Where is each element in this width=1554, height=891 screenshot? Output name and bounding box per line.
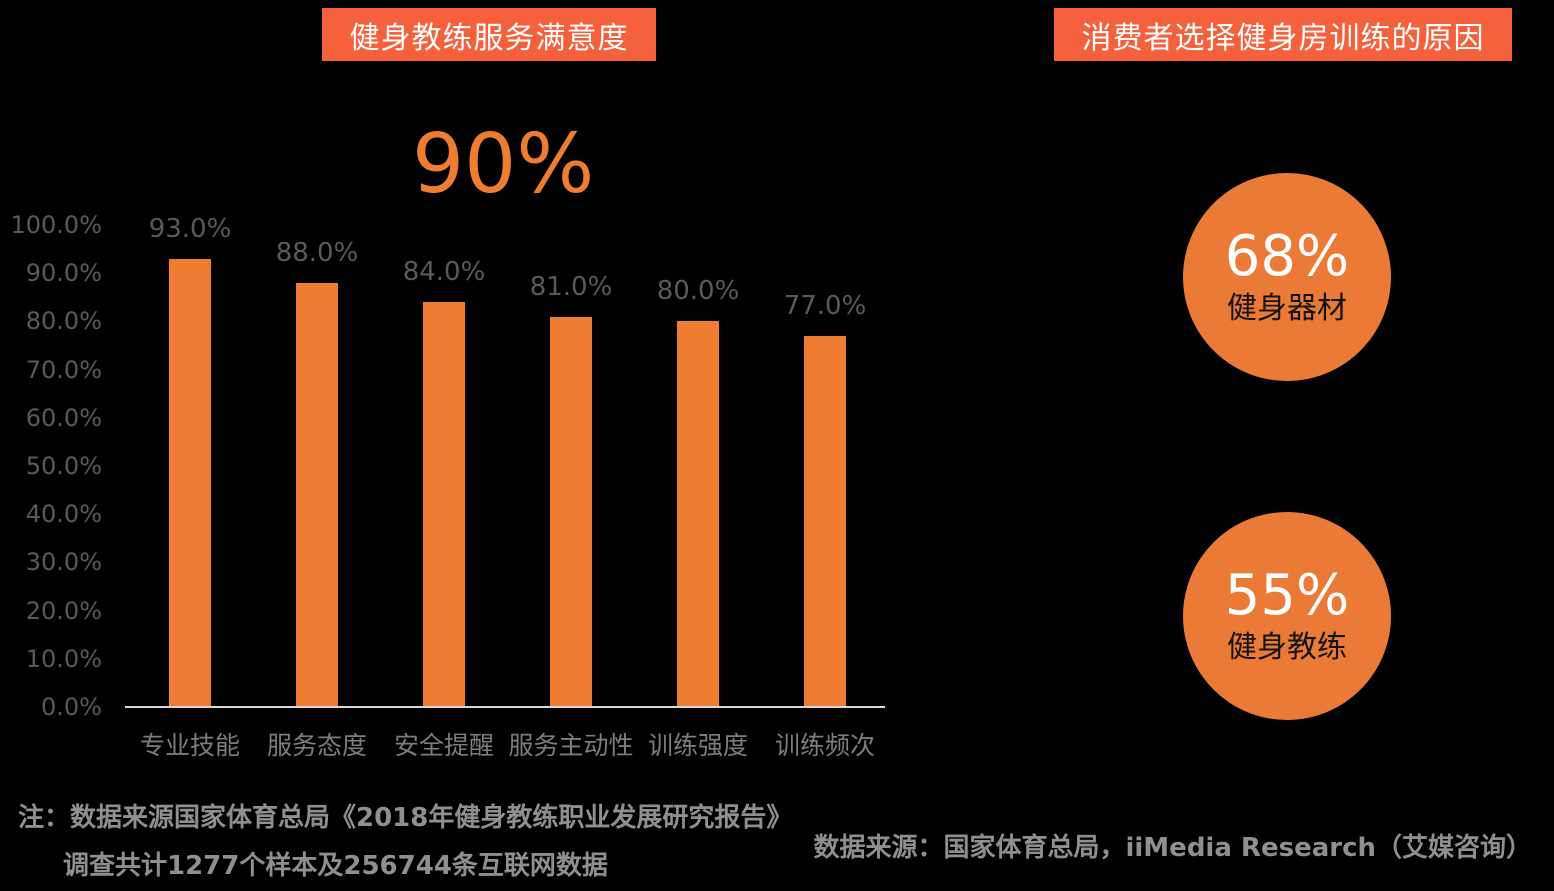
category-label: 专业技能 <box>139 731 240 760</box>
y-axis-tick-label: 10.0% <box>25 644 102 673</box>
y-axis-tick-label: 50.0% <box>25 452 102 480</box>
data-source-line: 数据来源：国家体育总局，iiMedia Research（艾媒咨询） <box>813 833 1532 863</box>
bar-value-label: 81.0% <box>529 271 613 302</box>
y-axis-tick-label: 100.0% <box>10 211 102 239</box>
bar-安全提醒 <box>423 302 465 707</box>
reason-circle-equipment: 68% 健身器材 <box>1183 173 1391 381</box>
y-axis-tick-label: 40.0% <box>25 500 102 529</box>
bar-服务态度 <box>296 282 338 707</box>
reason-circle-coach: 55% 健身教练 <box>1183 512 1391 720</box>
y-axis-tick-label: 20.0% <box>25 596 102 625</box>
equipment-percent-value: 68% <box>1224 223 1350 289</box>
footnote-line-1: 注：数据来源国家体育总局《2018年健身教练职业发展研究报告》 <box>18 803 793 833</box>
y-axis-tick-label: 90.0% <box>25 259 102 288</box>
category-label: 训练频次 <box>774 731 875 760</box>
category-label: 服务主动性 <box>508 731 634 760</box>
x-axis-line <box>125 706 885 708</box>
bar-value-label: 84.0% <box>402 257 486 288</box>
bar-服务主动性 <box>550 316 592 707</box>
bar-value-label: 77.0% <box>783 290 867 321</box>
bar-value-label: 88.0% <box>275 237 359 268</box>
bar-训练强度 <box>677 321 719 707</box>
right-panel-title: 消费者选择健身房训练的原因 <box>1054 8 1512 61</box>
bar-value-label: 80.0% <box>656 276 740 307</box>
y-axis-tick-label: 0.0% <box>41 693 102 721</box>
equipment-label: 健身器材 <box>1227 291 1347 327</box>
footnote-line-2: 调查共计1277个样本及256744条互联网数据 <box>63 851 608 881</box>
y-axis-tick-label: 30.0% <box>25 548 102 577</box>
bar-专业技能 <box>169 258 211 707</box>
bar-训练频次 <box>804 335 846 707</box>
y-axis-tick-label: 60.0% <box>25 403 102 432</box>
left-chart-title: 健身教练服务满意度 <box>322 8 656 61</box>
category-label: 服务态度 <box>266 731 367 760</box>
coach-label: 健身教练 <box>1227 630 1347 666</box>
overall-satisfaction-highlight: 90% <box>412 117 595 212</box>
y-axis-tick-label: 80.0% <box>25 307 102 336</box>
bar-value-label: 93.0% <box>148 213 232 244</box>
coach-percent-value: 55% <box>1224 562 1350 628</box>
category-label: 安全提醒 <box>393 731 494 760</box>
category-label: 训练强度 <box>647 731 748 760</box>
y-axis-tick-label: 70.0% <box>25 355 102 384</box>
